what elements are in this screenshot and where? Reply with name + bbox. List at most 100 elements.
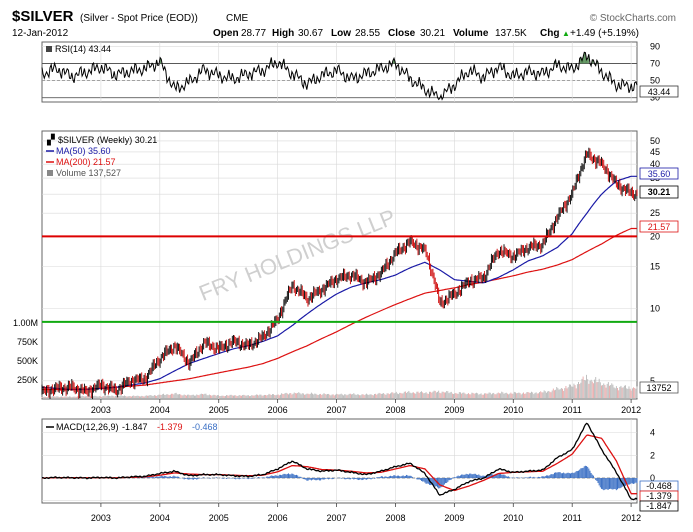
- x-axis-year-label: 2012: [621, 513, 641, 523]
- chg-label: Chg: [540, 28, 559, 39]
- ma200-label-box: [639, 220, 679, 233]
- chg-value: +1.49 (+5.19%): [570, 28, 639, 39]
- macd-hist-label: -0.468: [646, 481, 672, 491]
- x-axis-year-label: 2012: [621, 405, 641, 415]
- quote-line: Open 28.77 High 30.67 Low 28.55 Close 30…: [213, 28, 639, 39]
- volume-tick-label: 250K: [17, 375, 38, 385]
- chart-date: 12-Jan-2012: [12, 28, 69, 39]
- open-label: Open: [213, 28, 239, 39]
- rsi-y-axis: 30 50 70 90: [650, 41, 660, 102]
- chg-up-arrow-icon: ▲: [562, 29, 570, 38]
- rsi-last-value-box: [639, 85, 679, 98]
- price-tick-label: 50: [650, 136, 660, 146]
- macd-legend-name: MACD(12,26,9): [56, 422, 119, 432]
- x-axis-year-label: 2009: [444, 405, 464, 415]
- x-axis-year-label: 2005: [209, 513, 229, 523]
- x-axis-year-label: 2003: [91, 513, 111, 523]
- macd-legend-signal: -1.379: [157, 422, 183, 432]
- x-axis-year-label: 2008: [385, 405, 405, 415]
- close-value: 30.21: [420, 28, 445, 39]
- price-tick-label: 25: [650, 208, 660, 218]
- low-label: Low: [331, 28, 351, 39]
- open-value: 28.77: [241, 28, 266, 39]
- rsi-last-value: 43.44: [648, 87, 671, 97]
- rsi-panel-frame: [41, 41, 638, 103]
- price-label-box: [639, 185, 679, 199]
- price-legend-icon: ▞: [46, 133, 55, 146]
- volume-legend-icon: [47, 170, 53, 176]
- macd-value-label-box: [639, 500, 679, 512]
- rsi-legend: RSI(14) 43.44: [55, 44, 111, 54]
- volume-bars: [41, 374, 638, 398]
- price-tick-label: 20: [650, 231, 660, 241]
- x-axis-year-label: 2006: [268, 513, 288, 523]
- price-panel-frame: [41, 130, 638, 400]
- rsi-tick-label: 70: [650, 58, 660, 68]
- x-axis-year-label: 2006: [268, 405, 288, 415]
- macd-legend: MACD(12,26,9) -1.847 -1.379 -0.468: [46, 422, 218, 432]
- volume-last-label: 13752: [646, 383, 671, 393]
- high-value: 30.67: [298, 28, 323, 39]
- volume-label: Volume: [453, 28, 489, 39]
- macd-tick-label: 2: [650, 450, 655, 460]
- x-axis-year-label: 2003: [91, 405, 111, 415]
- ma50-label: 35.60: [648, 169, 671, 179]
- rsi-tick-label: 50: [650, 76, 660, 86]
- x-axis-year-label: 2009: [444, 513, 464, 523]
- rsi-tick-label: 90: [650, 41, 660, 51]
- x-axis-year-label: 2007: [327, 405, 347, 415]
- close-label: Close: [388, 28, 416, 39]
- x-axis-year-label: 2008: [385, 513, 405, 523]
- x-axis-year-label: 2005: [209, 405, 229, 415]
- rsi-tick-label: 30: [650, 93, 660, 103]
- rsi-line: [41, 51, 638, 101]
- volume-tick-label: 500K: [17, 356, 38, 366]
- x-axis-year-label: 2010: [503, 405, 523, 415]
- macd-right-labels: -0.468 -1.379 -1.847: [639, 480, 679, 512]
- x-axis-year-label: 2011: [563, 513, 582, 523]
- ma200-label: 21.57: [648, 222, 671, 232]
- macd-tick-label: 4: [650, 428, 655, 438]
- ma200-legend-text: MA(200) 21.57: [56, 157, 116, 167]
- ma200-line: [42, 227, 637, 391]
- price-label: 30.21: [648, 187, 671, 197]
- price-tick-label: 45: [650, 147, 660, 157]
- rsi-panel: 30 50 70 90 RSI(14) 43.44 43.44: [41, 41, 679, 103]
- x-axis-year-label: 2004: [150, 513, 170, 523]
- price-tick-label: 15: [650, 261, 660, 271]
- price-right-labels: 35.60 30.21 21.57 13752: [639, 167, 679, 394]
- x-axis-bottom: 2003 2004 2005 2006 2007 2008 2009 2010 2011 2012: [91, 503, 641, 523]
- chart-title-exchange: CME: [226, 13, 249, 24]
- low-value: 28.55: [355, 28, 380, 39]
- rsi-overbought-area: [584, 52, 586, 64]
- macd-tick-label: 0: [650, 473, 655, 483]
- x-axis-year-label: 2004: [150, 405, 170, 415]
- price-bars: [41, 147, 638, 400]
- volume-tick-label: 1.00M: [13, 318, 38, 328]
- rsi-legend-icon: [46, 46, 52, 52]
- chart-title-description: (Silver - Spot Price (EOD)): [80, 13, 198, 24]
- macd-line: [42, 422, 638, 501]
- volume-tick-label: 750K: [17, 337, 38, 347]
- price-legend-text: $SILVER (Weekly) 30.21: [58, 135, 157, 145]
- ma50-legend-text: MA(50) 35.60: [56, 146, 111, 156]
- price-tick-label: 40: [650, 159, 660, 169]
- volume-last-label-box: [639, 381, 679, 394]
- volume-axis: 250K 500K 750K 1.00M: [13, 318, 38, 385]
- macd-legend-hist: -0.468: [192, 422, 218, 432]
- source-credit: © StockCharts.com: [590, 13, 676, 24]
- x-axis-middle: 2003 2004 2005 2006 2007 2008 2009 2010 2011 2012: [91, 399, 641, 415]
- high-label: High: [272, 28, 294, 39]
- volume-legend-text: Volume 137,527: [56, 168, 121, 178]
- price-legend: ▞ $SILVER (Weekly) 30.21 MA(50) 35.60 MA…: [46, 133, 157, 178]
- price-tick-label: 10: [650, 304, 660, 314]
- x-axis-year-label: 2007: [327, 513, 347, 523]
- volume-value: 137.5K: [495, 28, 527, 39]
- x-axis-year-label: 2010: [503, 513, 523, 523]
- macd-value-label: -1.847: [646, 501, 672, 511]
- macd-panel-frame: [41, 418, 638, 504]
- x-axis-year-label: 2011: [563, 405, 582, 415]
